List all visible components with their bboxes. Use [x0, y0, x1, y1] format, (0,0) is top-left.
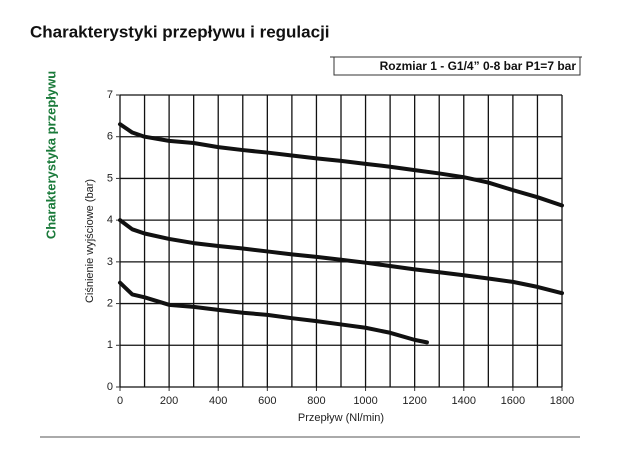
x-tick-label: 600 — [258, 395, 276, 407]
series-line — [118, 218, 564, 296]
series-line — [118, 122, 564, 208]
x-tick-label: 800 — [307, 395, 325, 407]
chart-subtitle: Rozmiar 1 - G1/4” 0-8 bar P1=7 bar — [380, 59, 577, 73]
x-tick-label: 0 — [117, 395, 123, 407]
y-tick-label: 6 — [107, 131, 113, 143]
y-tick-label: 3 — [107, 256, 113, 268]
y-axis-label: Ciśnienie wyjściowe (bar) — [84, 179, 96, 303]
y-tick-label: 4 — [107, 214, 113, 226]
series-line — [118, 280, 429, 345]
y-tick-label: 1 — [107, 339, 113, 351]
y-tick-label: 2 — [107, 297, 113, 309]
x-tick-label: 1000 — [353, 395, 377, 407]
x-tick-label: 200 — [160, 395, 178, 407]
subtitle-box — [333, 56, 581, 76]
y-tick-label: 7 — [107, 89, 113, 101]
x-axis-label: Przepływ (Nl/min) — [298, 412, 384, 424]
y-tick-label: 5 — [107, 172, 113, 184]
x-tick-label: 400 — [209, 395, 227, 407]
chart-title: Charakterystyki przepływu i regulacji — [30, 22, 330, 41]
y-tick-label: 0 — [107, 381, 113, 393]
x-tick-label: 1800 — [550, 395, 574, 407]
x-tick-label: 1200 — [402, 395, 426, 407]
x-tick-label: 1400 — [452, 395, 476, 407]
x-tick-label: 1600 — [501, 395, 525, 407]
side-label: Charakterystyka przepływu — [43, 71, 58, 239]
